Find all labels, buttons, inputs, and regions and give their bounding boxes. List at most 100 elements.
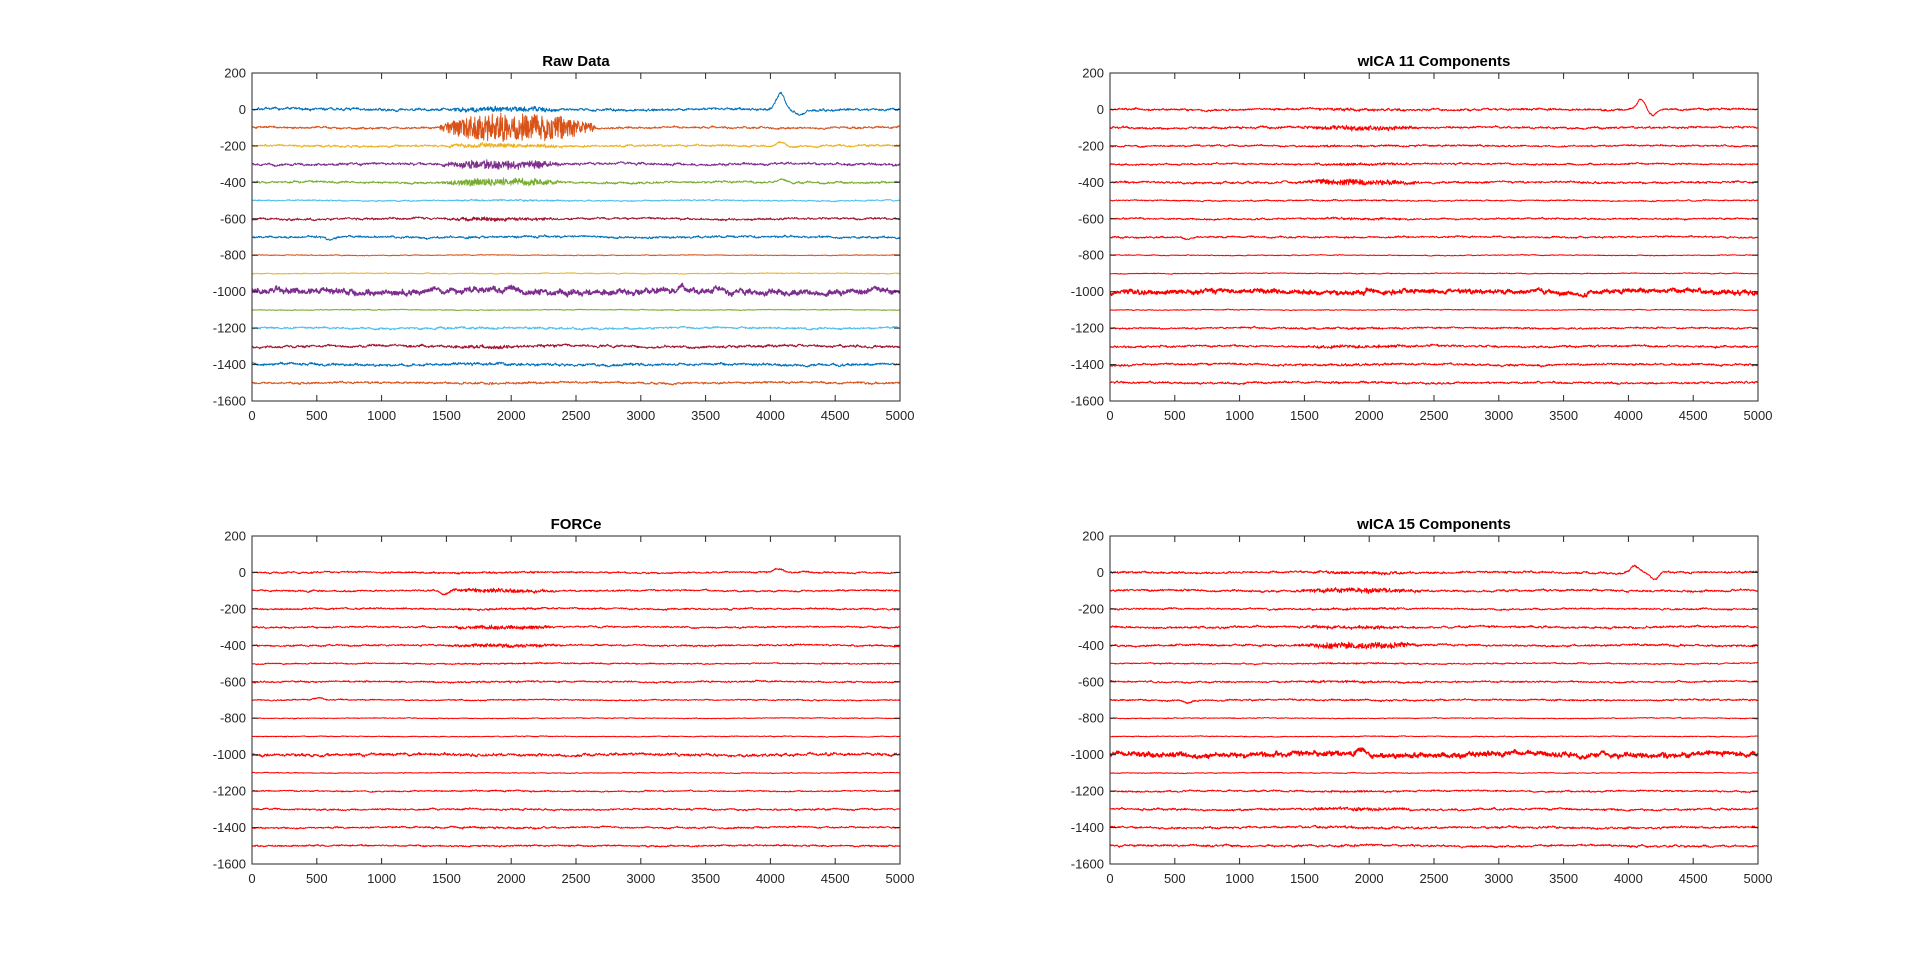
channel-trace-3-segment-1 <box>252 606 447 611</box>
channel-trace-16-segment-1 <box>252 843 447 848</box>
channel-trace-2-segment-2 <box>445 112 512 142</box>
y-tick-label: -200 <box>1078 601 1104 616</box>
x-tick-label: 4500 <box>1679 408 1708 423</box>
y-tick-label: -800 <box>1078 711 1104 726</box>
channel-trace-13-segment-5 <box>640 325 900 331</box>
channel-trace-9-segment-3 <box>511 717 564 720</box>
y-tick-label: -400 <box>220 638 246 653</box>
channel-trace-5-segment-1 <box>252 643 447 648</box>
channel-trace-1-segment-4 <box>562 107 642 112</box>
channel-trace-16-segment-3 <box>510 380 564 385</box>
channel-trace-9-segment-2 <box>1304 717 1370 720</box>
channel-trace-4-segment-1 <box>252 162 447 168</box>
channel-trace-13-segment-2 <box>1304 789 1370 793</box>
channel-trace-11-segment-2 <box>1303 287 1370 296</box>
channel-trace-2-segment-1 <box>252 588 447 596</box>
channel-trace-11-segment-5 <box>640 282 900 297</box>
channel-trace-4-segment-1 <box>1110 624 1305 630</box>
channel-trace-15-segment-1 <box>252 825 447 830</box>
channel-trace-9-segment-1 <box>252 254 447 257</box>
channel-trace-11-segment-2 <box>445 284 512 295</box>
channel-trace-16-segment-5 <box>640 380 900 386</box>
x-tick-label: 2500 <box>1420 871 1449 886</box>
y-tick-label: -1600 <box>213 857 246 872</box>
y-tick-label: -1000 <box>213 747 246 762</box>
x-tick-label: 0 <box>1106 871 1113 886</box>
channel-trace-11-segment-1 <box>252 285 447 297</box>
channel-trace-10-segment-4 <box>562 735 641 738</box>
channel-trace-12-segment-4 <box>562 771 641 774</box>
channel-trace-4-segment-2 <box>1304 162 1370 167</box>
channel-trace-11-segment-2 <box>1303 747 1370 757</box>
y-tick-label: -1200 <box>213 321 246 336</box>
channel-trace-12-segment-2 <box>1304 771 1370 774</box>
channel-trace-5-segment-2 <box>446 177 512 187</box>
channel-trace-2-segment-3 <box>1368 125 1422 132</box>
x-tick-label: 2000 <box>1355 408 1384 423</box>
x-tick-label: 3000 <box>626 871 655 886</box>
channel-trace-15-segment-4 <box>562 825 641 829</box>
channel-trace-3-segment-3 <box>1368 606 1422 611</box>
channel-trace-11-segment-3 <box>1368 287 1422 296</box>
panel-3: 0 500 1000 1500 2000 2500 3000 3500 4000 4500 5000… <box>213 516 915 886</box>
channel-trace-16-segment-4 <box>1420 381 1500 385</box>
channel-trace-7-segment-3 <box>510 216 564 222</box>
x-tick-label: 4500 <box>821 871 850 886</box>
channel-trace-14-segment-2 <box>1303 344 1370 350</box>
x-tick-label: 2500 <box>562 408 591 423</box>
x-tick-label: 1000 <box>367 408 396 423</box>
channel-trace-4-segment-1 <box>1110 161 1305 166</box>
channel-trace-10-segment-1 <box>252 735 447 738</box>
channel-trace-4-segment-3 <box>1368 162 1422 167</box>
channel-trace-2-segment-4 <box>1420 125 1500 130</box>
y-tick-label: 0 <box>1097 565 1104 580</box>
channel-trace-13-segment-5 <box>1498 789 1758 794</box>
channel-trace-14-segment-2 <box>446 807 512 812</box>
channel-trace-14-segment-3 <box>1368 343 1422 349</box>
channel-trace-15-segment-1 <box>1110 825 1305 830</box>
channel-trace-6-segment-5 <box>640 662 900 665</box>
channel-trace-12-segment-5 <box>640 771 900 775</box>
channel-trace-2-segment-3 <box>1368 587 1422 594</box>
y-tick-label: -200 <box>220 601 246 616</box>
channel-trace-1-segment-1 <box>252 570 447 575</box>
traces <box>252 567 900 848</box>
channel-trace-6-segment-5 <box>1498 661 1758 666</box>
channel-trace-8-segment-2 <box>1303 235 1370 239</box>
channel-trace-7-segment-3 <box>1368 217 1422 221</box>
channel-trace-3-segment-3 <box>1368 144 1422 148</box>
y-tick-label: 200 <box>224 529 246 544</box>
channel-trace-1-segment-2 <box>1303 570 1370 575</box>
channel-trace-5-segment-5 <box>1498 643 1758 648</box>
channel-trace-11-segment-4 <box>562 752 642 758</box>
channel-trace-12-segment-4 <box>1420 771 1499 774</box>
channel-trace-5-segment-4 <box>562 181 642 185</box>
channel-trace-3-segment-4 <box>562 606 641 611</box>
channel-trace-4-segment-3 <box>510 160 564 170</box>
channel-trace-15-segment-4 <box>1420 362 1500 367</box>
channel-trace-3-segment-5 <box>640 141 900 149</box>
channel-trace-1-segment-5 <box>1498 564 1758 581</box>
channel-trace-11-segment-3 <box>510 284 564 296</box>
channel-trace-14-segment-4 <box>562 807 641 811</box>
channel-trace-13-segment-5 <box>1498 326 1758 330</box>
channel-trace-7-segment-2 <box>1304 679 1370 684</box>
channel-trace-8-segment-5 <box>640 698 900 702</box>
channel-trace-10-segment-4 <box>1420 735 1499 738</box>
channel-trace-14-segment-1 <box>1110 806 1305 812</box>
channel-trace-3-segment-2 <box>446 607 512 612</box>
channel-trace-5-segment-3 <box>1368 179 1422 186</box>
channel-trace-1-segment-4 <box>1420 107 1499 112</box>
channel-trace-14-segment-4 <box>1420 806 1499 812</box>
channel-trace-14-segment-4 <box>562 343 642 349</box>
chart-title: wICA 15 Components <box>1356 516 1511 533</box>
y-tick-label: 0 <box>239 565 246 580</box>
channel-trace-1-segment-1 <box>252 106 447 113</box>
y-tick-label: -600 <box>1078 211 1104 226</box>
channel-trace-7-segment-3 <box>1369 680 1422 685</box>
channel-trace-15-segment-5 <box>640 361 900 368</box>
channel-trace-6-segment-1 <box>252 199 447 203</box>
channel-trace-10-segment-1 <box>252 272 447 275</box>
x-tick-label: 3500 <box>691 408 720 423</box>
x-tick-label: 1000 <box>1225 408 1254 423</box>
